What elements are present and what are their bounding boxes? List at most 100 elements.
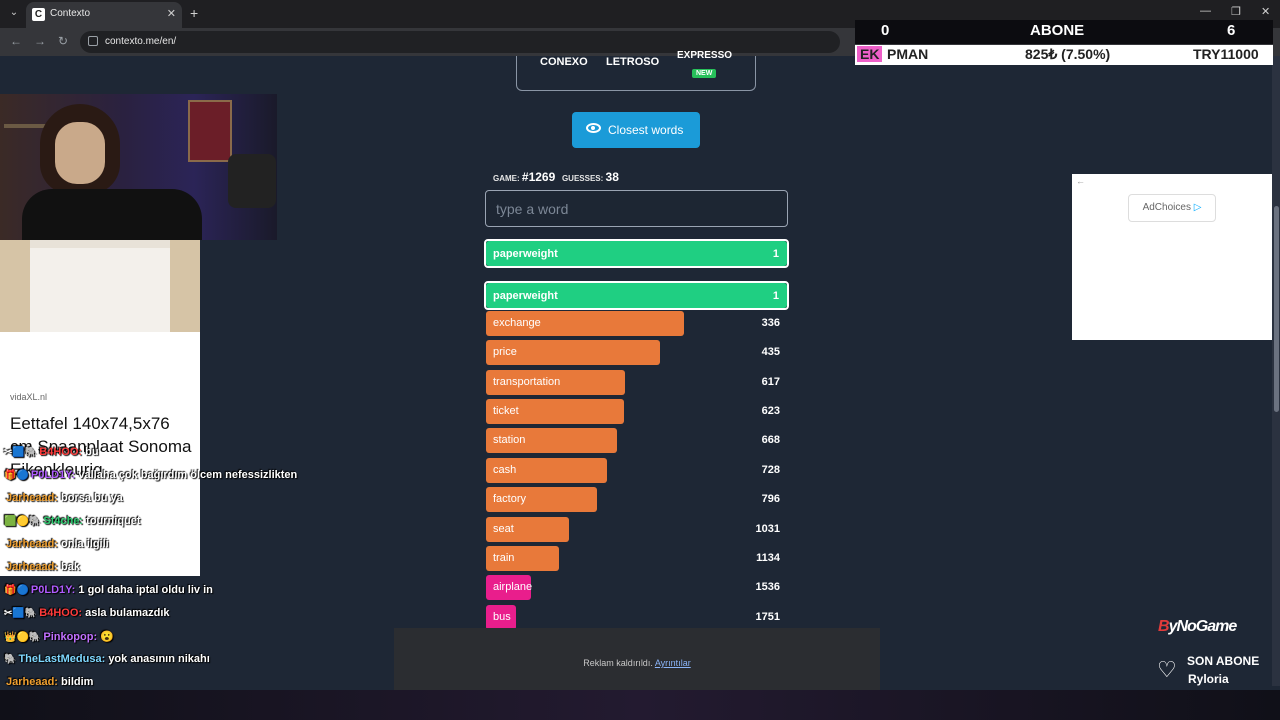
guess-word: train (493, 552, 515, 564)
chat-text: bildim (61, 676, 94, 688)
guess-word: airplane (493, 581, 533, 593)
chat-text: tourniquet (86, 515, 141, 527)
chat-username[interactable]: Jarheaad: (6, 676, 58, 688)
chat-username[interactable]: B4HOO: (39, 446, 83, 458)
webcam-poster (188, 100, 232, 162)
last-guess-word: paperweight (493, 248, 558, 260)
contexto-favicon-icon: C (32, 8, 45, 21)
chat-message: Jarheaad: borsa bu ya (4, 492, 123, 504)
guess-row: airplane 1536 (486, 575, 788, 600)
menu-item-expresso[interactable]: EXPRESSO (677, 50, 733, 61)
chat-text: asla bulamazdık (85, 607, 170, 619)
chat-message: 🟩🟡🐘 St4che: tourniquet (4, 515, 141, 527)
guess-row: paperweight 1 (484, 281, 789, 310)
ad-removed-text: Reklam kaldırıldı. (583, 658, 653, 668)
table-leg-right (170, 240, 200, 332)
guess-distance: 617 (761, 376, 780, 388)
game-number: #1269 (521, 170, 556, 184)
guess-row: exchange 336 (486, 311, 788, 336)
vidaxl-ad[interactable]: vidaXL.nl Eettafel 140x74,5x76 cm Spaanp… (0, 240, 200, 576)
last-guess-distance: 1 (772, 248, 779, 260)
window-close-icon[interactable]: ✕ (1261, 6, 1271, 18)
chat-message: Jarheaad: bak (4, 561, 80, 573)
site-info-icon[interactable] (88, 36, 98, 46)
heart-icon: ♡ (1157, 657, 1177, 682)
chat-text: bak (61, 561, 81, 573)
ticker-left-number: 0 (881, 22, 890, 39)
guess-word: seat (493, 523, 514, 535)
word-input[interactable] (485, 190, 788, 227)
eye-icon (586, 123, 601, 133)
chat-text: bu (85, 446, 99, 458)
bynogame-mark: B (1158, 618, 1170, 635)
address-bar[interactable]: contexto.me/en/ (80, 31, 840, 53)
url-text[interactable]: contexto.me/en/ (105, 36, 177, 47)
new-tab-plus-icon[interactable]: + (190, 5, 199, 21)
tab-title: Contexto (50, 8, 91, 19)
restore-icon[interactable]: ❐ (1231, 6, 1241, 18)
closest-words-button[interactable]: Closest words (572, 112, 700, 148)
guess-distance: 728 (761, 464, 780, 476)
chat-username[interactable]: Jarheaad: (6, 492, 58, 504)
ad-back-arrow-icon[interactable]: ← (1076, 176, 1085, 186)
guess-distance: 1536 (755, 581, 780, 593)
games-menu: CONEXO LETROSO EXPRESSO NEW (516, 50, 756, 91)
details-link[interactable]: Ayrıntılar (654, 658, 691, 668)
guess-bar (486, 283, 787, 308)
chat-text: yok anasının nikahı (108, 653, 210, 665)
guess-row: ticket 623 (486, 399, 788, 424)
last-guess-row: paperweight 1 (484, 239, 789, 268)
chat-username[interactable]: St4che: (43, 515, 84, 527)
chat-username[interactable]: P0LD1Y: (30, 584, 76, 596)
chat-badges-icon: 🎁🔵 (4, 585, 29, 596)
chat-username[interactable]: TheLastMedusa: (18, 653, 106, 665)
guess-word: price (493, 346, 517, 358)
chat-badges-icon: 🟩🟡🐘 (4, 516, 42, 527)
chat-message: ✂🟦🐘 B4HOO: asla bulamazdık (4, 607, 170, 619)
forward-arrow-icon[interactable]: → (34, 34, 46, 48)
guesses-label: GUESSES: (561, 174, 604, 183)
chat-badges-icon: ✂🟦🐘 (4, 608, 38, 619)
guess-bar (486, 370, 625, 395)
chat-text: vallaha çok bağırdım ölcem nefessizlikte… (78, 469, 298, 481)
guess-distance: 336 (761, 317, 780, 329)
adchoices-button[interactable]: AdChoices ▷ (1128, 194, 1216, 222)
menu-item-conexo[interactable]: CONEXO (540, 56, 588, 68)
ticker-price: 825₺ (7.50%) (1025, 46, 1111, 62)
guess-word: exchange (493, 317, 541, 329)
guess-distance: 623 (761, 405, 780, 417)
guess-bar (486, 311, 684, 336)
chat-username[interactable]: B4HOO: (39, 607, 83, 619)
browser-tab[interactable]: C Contexto ✕ (26, 2, 182, 28)
tab-close-icon[interactable]: ✕ (166, 8, 176, 20)
chat-badges-icon: 👑🟡🐘 (4, 632, 42, 643)
new-badge: NEW (692, 69, 717, 78)
guess-word: station (493, 434, 526, 446)
game-info: GAME: #1269 GUESSES: 38 (493, 170, 619, 184)
ticker-label: ABONE (1030, 22, 1085, 39)
chat-username[interactable]: P0LD1Y: (30, 469, 76, 481)
chat-username[interactable]: Pinkopop: (43, 631, 98, 643)
scrollbar-thumb[interactable] (1274, 206, 1279, 412)
tab-list-chevron-icon[interactable]: ⌄ (9, 7, 19, 18)
guess-row: station 668 (486, 428, 788, 453)
guess-bar (486, 399, 624, 424)
ticker-right-number: 6 (1227, 22, 1236, 39)
menu-item-letroso[interactable]: LETROSO (606, 56, 660, 68)
chat-username[interactable]: Jarheaad: (6, 538, 58, 550)
chat-username[interactable]: Jarheaad: (6, 561, 58, 573)
back-arrow-icon[interactable]: ← (10, 34, 22, 48)
chat-text: 😮 (100, 631, 114, 643)
chat-text: 1 gol daha iptal oldu liv in (78, 584, 213, 596)
guess-row: cash 728 (486, 458, 788, 483)
chat-message: ✂🟦🐘 B4HOO: bu (4, 446, 99, 458)
guess-word: cash (493, 464, 517, 476)
minimize-icon[interactable]: — (1200, 5, 1211, 17)
reload-icon[interactable]: ↻ (58, 34, 69, 48)
ek-tag: EK (857, 46, 883, 62)
chat-badges-icon: ✂🟦🐘 (4, 447, 38, 458)
chat-message: Jarheaad: onla ilgili (4, 538, 109, 550)
chat-message: 🎁🔵 P0LD1Y: vallaha çok bağırdım ölcem nef… (4, 469, 297, 481)
guess-bar (486, 458, 607, 483)
guess-word: paperweight (493, 290, 558, 302)
